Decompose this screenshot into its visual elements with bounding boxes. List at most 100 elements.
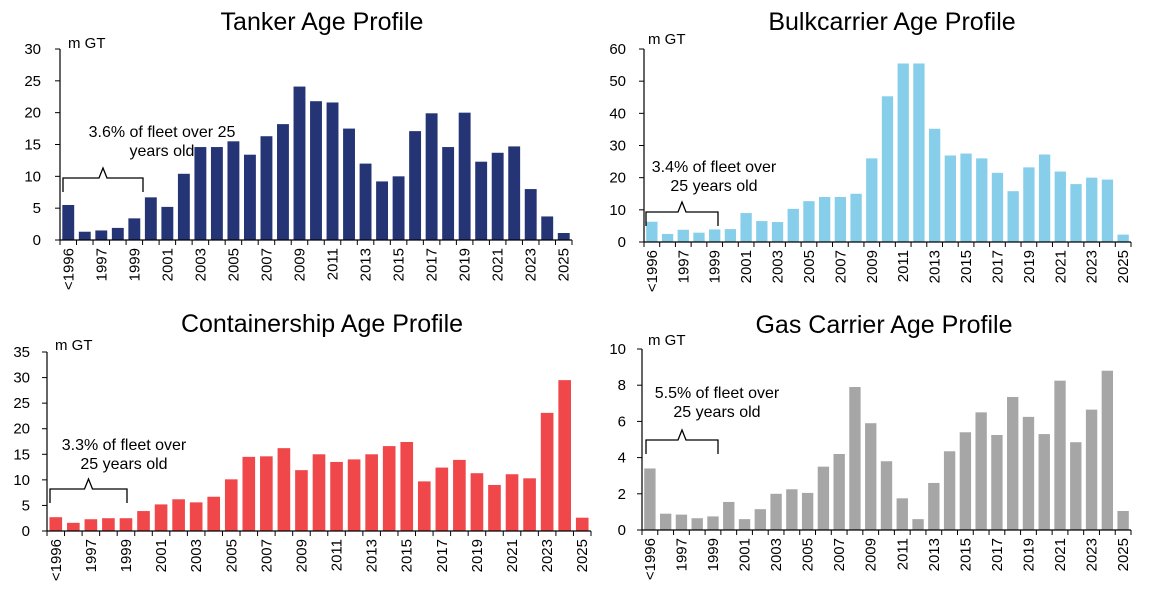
x-tick-label: <1996 <box>642 538 659 580</box>
y-axis-unit-label: m GT <box>648 31 686 48</box>
chart-title: Gas Carrier Age Profile <box>755 311 1012 339</box>
bar-2004 <box>210 147 223 240</box>
x-tick-label: 2017 <box>989 538 1006 571</box>
bar-2020 <box>475 161 488 240</box>
chart-panel-3: Containership Age Profile m GT 0 5 10 15 2025 3… <box>13 310 592 581</box>
y-tick-label: 10 <box>13 472 30 489</box>
bar-2012 <box>913 63 925 242</box>
bar-2021 <box>1054 171 1066 242</box>
x-tick-label: <1996 <box>48 539 65 581</box>
bar-2018 <box>453 459 466 531</box>
x-tick-label: 2011 <box>329 539 346 571</box>
bar-2009 <box>295 470 308 531</box>
y-tick-label: 5 <box>33 200 41 217</box>
y-tick-label: 10 <box>609 202 626 219</box>
annotation-text: 3.3% of fleet over <box>62 437 187 454</box>
bar-2002 <box>754 509 766 530</box>
x-tick-label: 2021 <box>490 248 507 281</box>
bar-2018 <box>1007 191 1019 242</box>
bar-2013 <box>365 454 378 531</box>
bar-1997 <box>84 519 98 531</box>
x-tick-label: 2011 <box>895 250 912 282</box>
x-tick-label: 1999 <box>118 539 135 572</box>
bar-2016 <box>976 158 988 242</box>
bar-2006 <box>817 466 830 530</box>
y-tick-label: 35 <box>13 344 30 361</box>
bar-2022 <box>1070 184 1082 242</box>
bar-2011 <box>330 461 343 531</box>
bar-2000 <box>723 501 735 530</box>
bar-2003 <box>770 493 782 530</box>
annotation-text: 25 years old <box>80 456 167 473</box>
y-tick-label: 10 <box>24 168 41 185</box>
bar-2001 <box>740 213 752 242</box>
bar-2003 <box>194 147 207 240</box>
bar-2010 <box>881 96 894 242</box>
x-tick-label: 2015 <box>958 250 975 283</box>
x-tick-label: 2007 <box>832 250 849 283</box>
bar-2001 <box>738 519 751 530</box>
bar-2005 <box>227 141 240 240</box>
x-tick-label: 1997 <box>83 539 100 572</box>
bar-2015 <box>392 176 405 240</box>
bar-2001 <box>161 206 174 240</box>
bar-2000 <box>724 229 737 242</box>
bar-2023 <box>540 412 554 531</box>
y-tick-label: 25 <box>24 73 41 90</box>
x-tick-label: 2013 <box>927 250 944 283</box>
bar-1999 <box>707 516 719 530</box>
bar-2013 <box>928 482 940 530</box>
y-axis-unit-label: m GT <box>55 337 93 354</box>
x-tick-label: 2005 <box>223 539 240 572</box>
x-tick-label: 2019 <box>1020 538 1037 571</box>
bar-2015 <box>959 432 972 530</box>
x-tick-label: 2023 <box>523 248 540 281</box>
y-tick-label: 10 <box>609 341 626 358</box>
y-tick-label: 5 <box>22 497 30 514</box>
bar-1998 <box>693 232 705 242</box>
annotation-text: 25 years old <box>673 404 760 421</box>
bar-2014 <box>944 155 956 242</box>
x-tick-label: 1999 <box>707 250 724 283</box>
bar-2023 <box>1086 177 1098 242</box>
x-tick-label: 2025 <box>574 539 591 572</box>
bar-<1996 <box>644 468 656 530</box>
bar-2019 <box>1022 416 1035 530</box>
bar-2007 <box>833 453 845 530</box>
y-tick-label: 50 <box>609 73 626 90</box>
bar-2010 <box>310 101 322 240</box>
y-tick-label: 30 <box>13 370 30 387</box>
bar-2002 <box>172 499 185 531</box>
y-tick-label: 0 <box>22 523 30 540</box>
x-tick-label: <1996 <box>644 250 661 292</box>
y-tick-label: 60 <box>609 41 626 58</box>
bar-2012 <box>343 128 355 240</box>
bar-2024 <box>558 380 571 531</box>
x-tick-label: 2015 <box>391 248 408 281</box>
y-tick-label: 20 <box>609 170 626 187</box>
bar-2024 <box>1101 179 1114 242</box>
bar-2014 <box>943 451 956 530</box>
x-tick-label: 2009 <box>293 539 310 572</box>
chart-title: Containership Age Profile <box>181 310 463 338</box>
bar-1996 <box>659 513 672 530</box>
bar-1996 <box>661 233 674 242</box>
annotation-text: 25 years old <box>670 178 757 195</box>
bar-2013 <box>928 128 941 242</box>
x-tick-label: 2023 <box>1084 250 1101 283</box>
annotation-brace <box>645 200 719 226</box>
x-tick-label: 1997 <box>93 248 110 281</box>
y-tick-label: 40 <box>609 105 626 122</box>
bar-<1996 <box>62 204 75 240</box>
y-tick-label: 20 <box>24 105 41 122</box>
bar-2018 <box>442 147 455 240</box>
bar-1999 <box>119 518 133 531</box>
bar-2021 <box>491 152 504 240</box>
bar-2015 <box>960 153 972 242</box>
x-tick-label: 2001 <box>159 248 176 281</box>
x-tick-label: 2025 <box>1115 250 1132 283</box>
x-tick-label: 2005 <box>225 248 242 281</box>
y-tick-label: 15 <box>13 446 30 463</box>
x-tick-label: 2021 <box>504 539 521 572</box>
